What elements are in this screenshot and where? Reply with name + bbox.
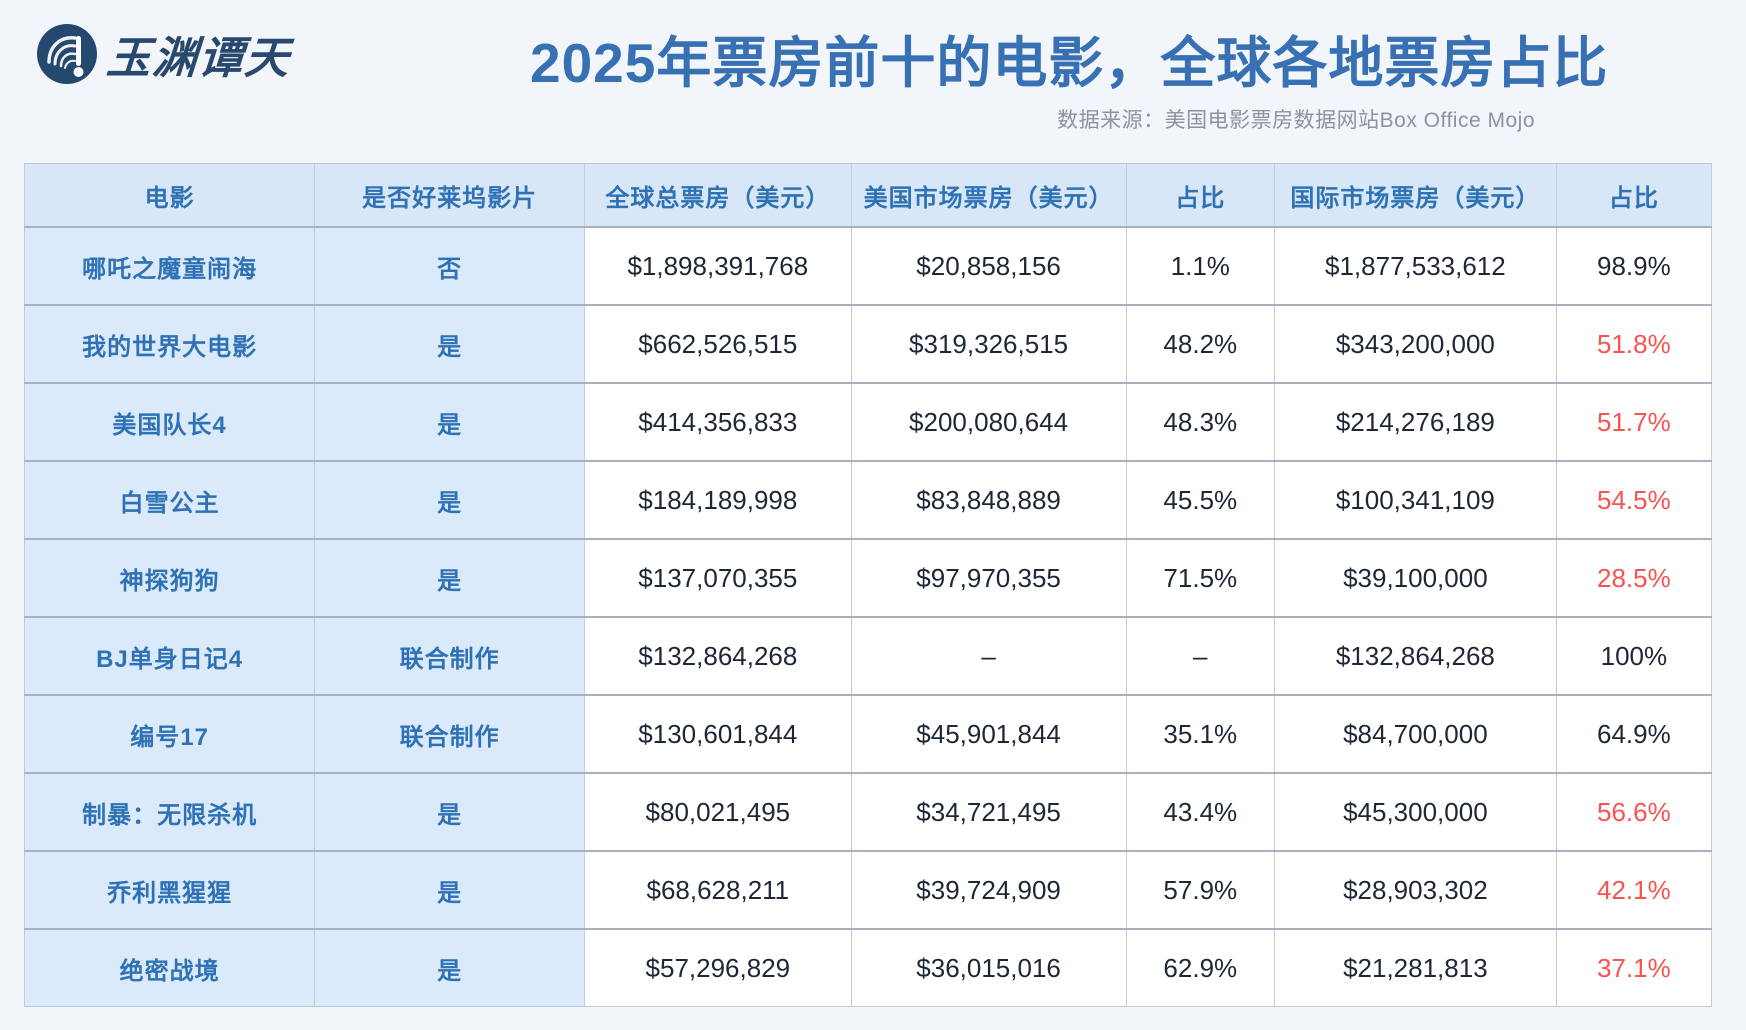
value-cell: $28,903,302 xyxy=(1274,851,1557,929)
value-cell: $80,021,495 xyxy=(584,773,852,851)
value-cell: 45.5% xyxy=(1125,461,1276,539)
value-cell: $36,015,016 xyxy=(850,929,1127,1007)
value-cell: 51.8% xyxy=(1555,305,1713,383)
value-cell: – xyxy=(1125,617,1276,695)
boxoffice-table: 电影 是否好莱坞影片 全球总票房（美元） 美国市场票房（美元） 占比 国际市场票房（美元）… xyxy=(23,163,1713,1007)
table-row: 制暴：无限杀机是 $80,021,495 $34,721,495 43.4% $45,3… xyxy=(23,773,1713,851)
value-cell: $57,296,829 xyxy=(584,929,852,1007)
table-row: 我的世界大电影是 $662,526,515 $319,326,515 48.2% $34… xyxy=(23,305,1713,383)
value-cell: $97,970,355 xyxy=(850,539,1127,617)
yuyuan-tantian-logo-icon xyxy=(35,22,99,86)
value-cell: 28.5% xyxy=(1555,539,1713,617)
value-cell: 35.1% xyxy=(1125,695,1276,773)
value-cell: 是 xyxy=(314,929,586,1007)
value-cell: – xyxy=(850,617,1127,695)
table-body: 哪吒之魔童闹海否 $1,898,391,768 $20,858,156 1.1% $1,… xyxy=(23,227,1713,1007)
value-cell: 是 xyxy=(314,461,586,539)
table-row: 乔利黑猩猩是 $68,628,211 $39,724,909 57.9% $28,903… xyxy=(23,851,1713,929)
boxoffice-table-container: 电影 是否好莱坞影片 全球总票房（美元） 美国市场票房（美元） 占比 国际市场票房（美元）… xyxy=(23,163,1713,1007)
value-cell: 56.6% xyxy=(1555,773,1713,851)
value-cell: 是 xyxy=(314,539,586,617)
movie-name-cell: 哪吒之魔童闹海 xyxy=(23,227,316,305)
column-header-1: 是否好莱坞影片 xyxy=(314,163,586,227)
value-cell: 48.3% xyxy=(1125,383,1276,461)
value-cell: $200,080,644 xyxy=(850,383,1127,461)
value-cell: 43.4% xyxy=(1125,773,1276,851)
value-cell: $132,864,268 xyxy=(584,617,852,695)
value-cell: 51.7% xyxy=(1555,383,1713,461)
value-cell: $1,898,391,768 xyxy=(584,227,852,305)
value-cell: $343,200,000 xyxy=(1274,305,1557,383)
value-cell: $414,356,833 xyxy=(584,383,852,461)
movie-name-cell: 美国队长4 xyxy=(23,383,316,461)
value-cell: $662,526,515 xyxy=(584,305,852,383)
movie-name-cell: 白雪公主 xyxy=(23,461,316,539)
value-cell: 98.9% xyxy=(1555,227,1713,305)
value-cell: $20,858,156 xyxy=(850,227,1127,305)
value-cell: $84,700,000 xyxy=(1274,695,1557,773)
value-cell: $130,601,844 xyxy=(584,695,852,773)
value-cell: 42.1% xyxy=(1555,851,1713,929)
value-cell: 62.9% xyxy=(1125,929,1276,1007)
movie-name-cell: 我的世界大电影 xyxy=(23,305,316,383)
brand-logo: 玉渊谭天 xyxy=(35,22,293,86)
column-header-5: 国际市场票房（美元） xyxy=(1274,163,1557,227)
value-cell: 联合制作 xyxy=(314,617,586,695)
value-cell: 是 xyxy=(314,305,586,383)
value-cell: $1,877,533,612 xyxy=(1274,227,1557,305)
value-cell: $34,721,495 xyxy=(850,773,1127,851)
table-row: 美国队长4 是 $414,356,833 $200,080,644 48.3% $214,… xyxy=(23,383,1713,461)
value-cell: 是 xyxy=(314,773,586,851)
value-cell: 联合制作 xyxy=(314,695,586,773)
value-cell: 否 xyxy=(314,227,586,305)
data-source-note: 数据来源：美国电影票房数据网站Box Office Mojo xyxy=(1057,109,1535,132)
movie-name-cell: 神探狗狗 xyxy=(23,539,316,617)
column-header-2: 全球总票房（美元） xyxy=(584,163,852,227)
value-cell: 是 xyxy=(314,851,586,929)
value-cell: $319,326,515 xyxy=(850,305,1127,383)
value-cell: $132,864,268 xyxy=(1274,617,1557,695)
column-header-4: 占比 xyxy=(1125,163,1276,227)
value-cell: $21,281,813 xyxy=(1274,929,1557,1007)
page-title: 2025年票房前十的电影，全球各地票房占比 xyxy=(530,32,1609,94)
value-cell: $83,848,889 xyxy=(850,461,1127,539)
table-row: BJ单身日记4 联合制作 $132,864,268– – $132,864,268 100… xyxy=(23,617,1713,695)
table-row: 哪吒之魔童闹海否 $1,898,391,768 $20,858,156 1.1% $1,… xyxy=(23,227,1713,305)
table-header-row: 电影 是否好莱坞影片 全球总票房（美元） 美国市场票房（美元） 占比 国际市场票房（美元）… xyxy=(23,163,1713,227)
movie-name-cell: 编号17 xyxy=(23,695,316,773)
value-cell: 100% xyxy=(1555,617,1713,695)
value-cell: $214,276,189 xyxy=(1274,383,1557,461)
movie-name-cell: BJ单身日记4 xyxy=(23,617,316,695)
value-cell: 64.9% xyxy=(1555,695,1713,773)
table-row: 白雪公主是 $184,189,998 $83,848,889 45.5% $100,34… xyxy=(23,461,1713,539)
value-cell: 是 xyxy=(314,383,586,461)
value-cell: $45,300,000 xyxy=(1274,773,1557,851)
value-cell: $184,189,998 xyxy=(584,461,852,539)
column-header-6: 占比 xyxy=(1555,163,1713,227)
value-cell: 1.1% xyxy=(1125,227,1276,305)
value-cell: 48.2% xyxy=(1125,305,1276,383)
value-cell: 57.9% xyxy=(1125,851,1276,929)
value-cell: 71.5% xyxy=(1125,539,1276,617)
value-cell: 37.1% xyxy=(1555,929,1713,1007)
movie-name-cell: 绝密战境 xyxy=(23,929,316,1007)
value-cell: $39,100,000 xyxy=(1274,539,1557,617)
column-header-0: 电影 xyxy=(23,163,316,227)
table-row: 编号17 联合制作 $130,601,844 $45,901,844 35.1% $84,… xyxy=(23,695,1713,773)
value-cell: $45,901,844 xyxy=(850,695,1127,773)
table-row: 神探狗狗是 $137,070,355 $97,970,355 71.5% $39,100… xyxy=(23,539,1713,617)
value-cell: $100,341,109 xyxy=(1274,461,1557,539)
brand-logo-text: 玉渊谭天 xyxy=(104,33,293,84)
movie-name-cell: 乔利黑猩猩 xyxy=(23,851,316,929)
value-cell: $68,628,211 xyxy=(584,851,852,929)
value-cell: $39,724,909 xyxy=(850,851,1127,929)
column-header-3: 美国市场票房（美元） xyxy=(850,163,1127,227)
table-row: 绝密战境是 $57,296,829 $36,015,016 62.9% $21,281,… xyxy=(23,929,1713,1007)
value-cell: 54.5% xyxy=(1555,461,1713,539)
value-cell: $137,070,355 xyxy=(584,539,852,617)
movie-name-cell: 制暴：无限杀机 xyxy=(23,773,316,851)
